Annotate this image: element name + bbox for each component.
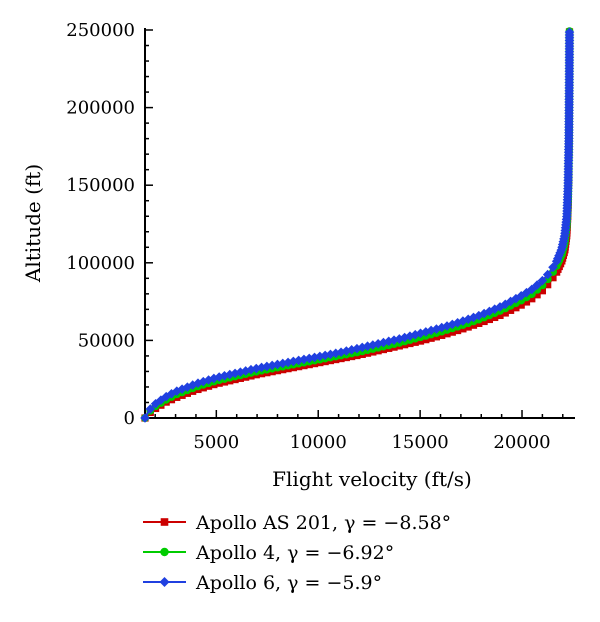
data-point — [564, 27, 575, 37]
data-point — [203, 375, 214, 385]
data-point — [511, 293, 521, 304]
data-point — [517, 301, 525, 309]
data-point — [522, 298, 531, 306]
data-point — [442, 321, 452, 331]
series-line — [144, 29, 571, 419]
data-point — [246, 364, 256, 375]
data-point — [436, 322, 447, 333]
y-axis-title: Altitude (ft) — [21, 164, 45, 283]
data-point — [468, 312, 479, 323]
data-point — [304, 353, 315, 364]
series-square — [141, 28, 574, 422]
data-point — [160, 547, 169, 557]
data-point — [500, 299, 511, 310]
data-point — [415, 328, 426, 339]
axes: 0 50000 100000 150000 200000 250000 5000 10000… — [66, 20, 575, 453]
data-point — [421, 327, 431, 337]
data-point — [512, 304, 520, 312]
data-point — [299, 354, 309, 365]
data-point — [532, 280, 542, 290]
data-point — [267, 360, 277, 371]
data-point — [507, 306, 515, 314]
series-circle — [141, 27, 574, 422]
data-point — [495, 302, 505, 312]
x-ticks: 5000 10000 15000 20000 — [154, 410, 564, 453]
data-point — [538, 287, 546, 295]
series-line — [144, 29, 571, 419]
legend-item: Apollo 4, γ = −6.92° — [143, 542, 394, 564]
data-point — [431, 324, 442, 334]
data-point — [485, 315, 494, 324]
y-tick-label: 200000 — [66, 98, 135, 119]
x-axis-title: Flight velocity (ft/s) — [272, 467, 472, 491]
data-point — [330, 348, 341, 359]
data-point — [426, 325, 436, 336]
data-point — [501, 309, 509, 317]
data-point — [489, 304, 500, 314]
legend-label: Apollo 4, γ = −6.92° — [195, 542, 394, 564]
data-point — [542, 269, 553, 280]
data-point — [145, 404, 156, 414]
data-point — [357, 342, 368, 353]
legend: Apollo AS 201, γ = −8.58° Apollo 4, γ = −… — [143, 512, 451, 594]
data-point — [251, 363, 262, 374]
data-point — [368, 340, 378, 350]
data-point — [537, 275, 548, 286]
data-point — [533, 291, 541, 299]
data-point — [463, 314, 474, 325]
x-tick-label: 15000 — [391, 432, 448, 453]
data-point — [548, 262, 558, 273]
data-point — [240, 366, 251, 376]
data-point — [293, 355, 304, 366]
series-line — [144, 29, 571, 419]
data-point — [549, 274, 557, 282]
data-point — [140, 413, 150, 423]
data-point — [410, 329, 421, 340]
y-tick-label: 100000 — [66, 253, 135, 274]
data-point — [528, 295, 536, 303]
data-point — [336, 347, 346, 358]
data-point — [452, 317, 463, 328]
data-point — [150, 398, 161, 409]
y-tick-label: 250000 — [66, 20, 135, 41]
data-point — [198, 376, 209, 387]
data-point — [156, 395, 166, 405]
data-point — [526, 284, 537, 295]
data-point — [383, 336, 394, 347]
data-point — [161, 391, 171, 402]
data-point — [309, 352, 320, 363]
data-point — [458, 316, 468, 326]
data-point — [219, 370, 230, 381]
data-point — [177, 384, 187, 394]
x-tick-label: 10000 — [290, 432, 347, 453]
legend-label: Apollo AS 201, γ = −8.58° — [195, 512, 451, 534]
data-point — [277, 358, 288, 369]
data-point — [235, 367, 246, 377]
data-point — [182, 382, 193, 392]
y-tick-label: 50000 — [78, 330, 135, 351]
x-tick-label: 5000 — [193, 432, 239, 453]
data-point — [378, 337, 389, 348]
y-ticks: 0 50000 100000 150000 200000 250000 — [66, 20, 153, 429]
data-point — [491, 313, 499, 322]
data-point — [209, 373, 219, 384]
data-point — [544, 281, 552, 289]
series-diamond — [140, 27, 575, 423]
data-point — [159, 577, 170, 587]
data-point — [496, 311, 504, 320]
data-point — [160, 518, 169, 526]
legend-item: Apollo 6, γ = −5.9° — [143, 572, 382, 594]
data-point — [352, 343, 362, 354]
x-tick-label: 20000 — [493, 432, 550, 453]
data-point — [394, 334, 405, 344]
y-tick-label: 0 — [124, 408, 135, 429]
series-layer — [140, 27, 575, 423]
legend-item: Apollo AS 201, γ = −8.58° — [143, 512, 451, 534]
y-tick-label: 150000 — [66, 175, 135, 196]
data-point — [325, 349, 336, 360]
data-point — [272, 359, 283, 370]
legend-label: Apollo 6, γ = −5.9° — [195, 572, 382, 594]
